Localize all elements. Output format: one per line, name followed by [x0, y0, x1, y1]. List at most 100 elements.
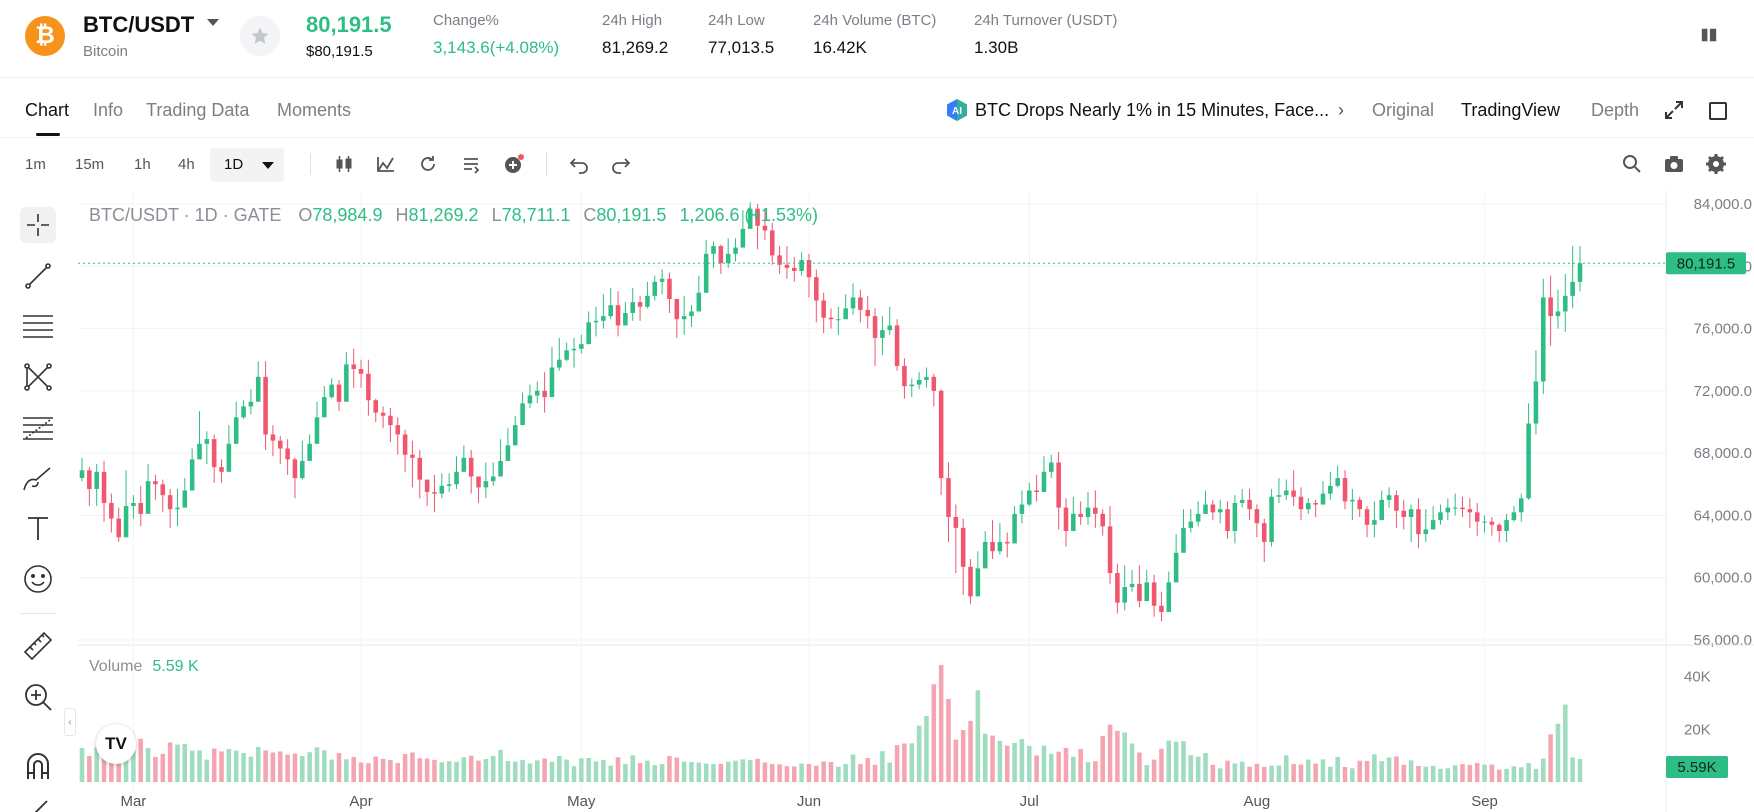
- candle-body: [1049, 462, 1054, 472]
- candle-body: [1408, 509, 1414, 517]
- candle-body: [358, 369, 364, 374]
- search-icon[interactable]: [1622, 154, 1642, 174]
- volume-bar: [733, 760, 738, 782]
- chevron-right-icon[interactable]: ›: [1338, 100, 1344, 120]
- candle-body: [968, 566, 973, 597]
- fullscreen-expand-icon[interactable]: [1664, 100, 1684, 120]
- tab-moments[interactable]: Moments: [277, 100, 352, 120]
- volume-bar: [953, 739, 959, 782]
- candle-body: [1151, 582, 1157, 606]
- candle-body: [1452, 507, 1458, 509]
- favorite-star-button[interactable]: [240, 16, 280, 56]
- volume-bar: [1570, 757, 1575, 782]
- tab-trading-data[interactable]: Trading Data: [146, 100, 250, 120]
- volume-bar: [1364, 760, 1370, 782]
- pattern-tool[interactable]: [20, 359, 56, 395]
- volume-bar: [1041, 745, 1047, 782]
- candle-body: [285, 448, 290, 460]
- volume-bar: [1291, 764, 1296, 782]
- candle-body: [1276, 495, 1282, 497]
- timeframe-1m[interactable]: 1m: [25, 156, 46, 173]
- emoji-tool[interactable]: [20, 561, 56, 597]
- volume-bar: [1269, 765, 1274, 782]
- volume-bar: [131, 751, 136, 782]
- timeframe-4h[interactable]: 4h: [178, 156, 195, 173]
- candle-body: [997, 541, 1003, 552]
- candle-body: [1357, 499, 1362, 510]
- candle-body: [417, 457, 423, 480]
- template-list-icon[interactable]: [461, 154, 481, 174]
- timeframe-15m[interactable]: 15m: [75, 156, 105, 173]
- volume-label: Volume: [89, 658, 143, 675]
- crosshair-tool[interactable]: [20, 207, 56, 243]
- candle-body: [1320, 493, 1326, 505]
- volume-bar: [534, 760, 540, 782]
- candle-body: [1144, 582, 1150, 602]
- magnet-tool[interactable]: [20, 748, 56, 784]
- price-chart[interactable]: 84,000.080,000.076,000.072,000.068,000.0…: [78, 190, 1754, 812]
- replay-icon[interactable]: [418, 154, 438, 174]
- volume-bar: [1577, 759, 1583, 782]
- candle-body: [608, 305, 613, 317]
- gear-icon[interactable]: [1706, 154, 1726, 174]
- volume-bar: [1379, 761, 1385, 782]
- pair-name[interactable]: BTC/USDT: [83, 12, 195, 37]
- collapse-toolbar-button[interactable]: ‹: [64, 708, 76, 736]
- candle-body: [182, 490, 188, 508]
- volume-bar: [1210, 764, 1216, 782]
- camera-icon[interactable]: [1664, 154, 1684, 174]
- candle-body: [1137, 583, 1142, 602]
- candle-body: [322, 397, 327, 418]
- view-original[interactable]: Original: [1372, 100, 1435, 120]
- candle-body: [1350, 499, 1355, 502]
- candle-body: [123, 506, 129, 538]
- measure-tool[interactable]: [20, 628, 56, 664]
- volume-bar: [255, 746, 261, 782]
- candle-body: [1306, 502, 1311, 510]
- time-tick-label: Jun: [797, 793, 821, 810]
- timeframe-caret-icon[interactable]: [262, 162, 274, 169]
- candle-body: [189, 459, 195, 491]
- tab-chart[interactable]: Chart: [25, 100, 70, 120]
- candle-body: [270, 434, 276, 441]
- candle-body: [1445, 507, 1451, 513]
- fib-tool[interactable]: [20, 410, 56, 446]
- volume-bar: [1452, 765, 1458, 782]
- add-alert-icon[interactable]: [504, 154, 524, 174]
- view-tradingview[interactable]: TradingView: [1461, 100, 1561, 120]
- tab-info[interactable]: Info: [93, 100, 124, 120]
- volume-bar: [1430, 765, 1436, 782]
- view-depth[interactable]: Depth: [1591, 100, 1640, 120]
- window-toggle-icon[interactable]: [1709, 102, 1727, 120]
- book-icon[interactable]: [1700, 26, 1718, 44]
- candle-body: [696, 292, 702, 312]
- horizontal-lines-tool[interactable]: [20, 308, 56, 344]
- legend-low: 78,711.1: [501, 205, 571, 225]
- candle-style-icon[interactable]: [334, 154, 354, 174]
- undo-icon[interactable]: [569, 154, 589, 174]
- pair-dropdown-caret-icon[interactable]: [207, 19, 219, 26]
- volume-bar: [836, 766, 841, 782]
- candle-body: [557, 359, 562, 368]
- brush-tool[interactable]: [20, 460, 56, 496]
- timeframe-1d[interactable]: 1D: [224, 156, 244, 173]
- volume-bar: [101, 752, 107, 782]
- text-tool[interactable]: [20, 510, 56, 546]
- redo-icon[interactable]: [611, 154, 631, 174]
- lock-tool[interactable]: [20, 795, 56, 812]
- candle-body: [520, 403, 525, 426]
- candle-body: [733, 247, 738, 254]
- indicators-icon[interactable]: [376, 154, 396, 174]
- candle-body: [806, 260, 812, 278]
- timeframe-1h[interactable]: 1h: [134, 156, 151, 173]
- volume-bar: [1063, 748, 1069, 782]
- last-price-usd: $80,191.5: [306, 43, 373, 60]
- candle-body: [1518, 498, 1524, 513]
- candle-body: [410, 454, 415, 458]
- tradingview-logo-icon[interactable]: TV: [96, 724, 136, 764]
- candle-body: [1203, 504, 1208, 514]
- news-headline-link[interactable]: BTC Drops Nearly 1% in 15 Minutes, Face.…: [975, 100, 1330, 120]
- volume-bar: [806, 764, 812, 782]
- trend-line-tool[interactable]: [20, 258, 56, 294]
- zoom-in-tool[interactable]: [20, 679, 56, 715]
